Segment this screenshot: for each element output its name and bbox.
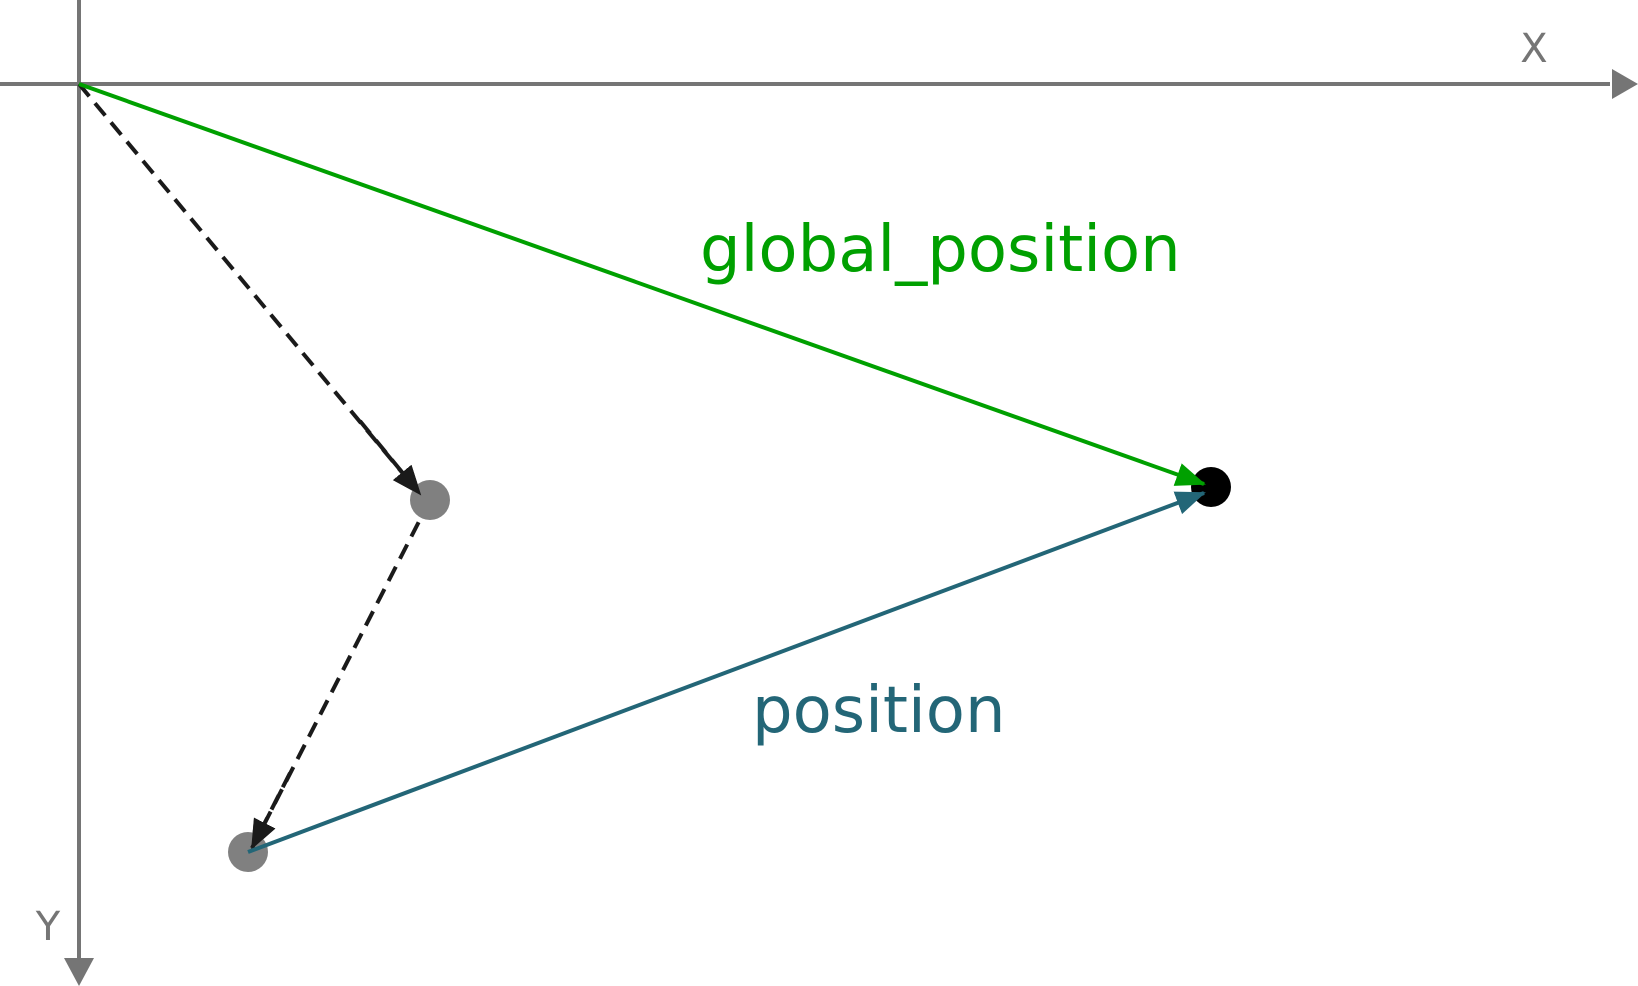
x-axis: X: [0, 26, 1638, 99]
parent-chain-segment-2: [250, 499, 432, 850]
parent-chain-tip-2: [250, 772, 292, 850]
y-axis: Y: [35, 0, 94, 986]
y-axis-label: Y: [35, 904, 61, 950]
parent-chain: [77, 82, 432, 850]
position-vector: position: [247, 491, 1206, 854]
x-axis-arrowhead: [1612, 69, 1638, 99]
global-position-vector: global_position: [78, 82, 1206, 486]
x-axis-label: X: [1520, 26, 1547, 72]
parent-chain-segment-1: [77, 82, 422, 496]
position-line: [247, 491, 1206, 854]
position-label: position: [752, 674, 1006, 748]
global-position-line: [78, 82, 1206, 486]
y-axis-arrowhead: [64, 958, 94, 986]
parent-chain-tip-1: [358, 419, 422, 496]
target-point: [1191, 467, 1231, 507]
global-position-label: global_position: [700, 213, 1181, 287]
